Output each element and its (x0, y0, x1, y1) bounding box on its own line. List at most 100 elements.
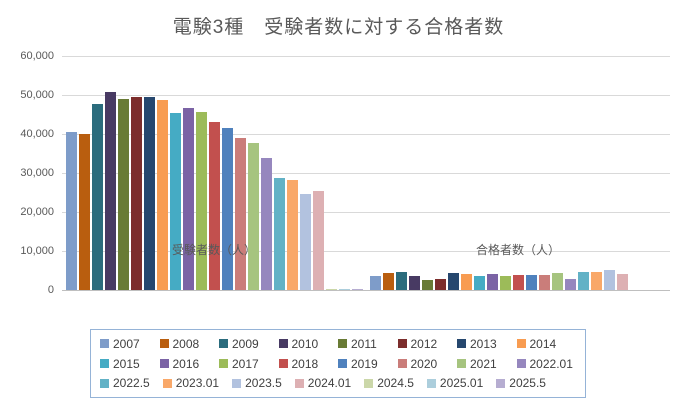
legend-label: 2022.5 (113, 376, 150, 391)
legend-label: 2021 (470, 356, 497, 371)
bar-2025.5 (351, 289, 363, 290)
bar-group-passers (366, 57, 670, 290)
bar-2024.01 (312, 191, 324, 290)
x-axis-label-passers: 合格者数（人） (475, 243, 560, 257)
legend-item-2025.01: 2025.01 (426, 376, 484, 391)
legend-item-2007: 2007 (100, 337, 160, 351)
legend-label: 2019 (351, 356, 378, 371)
legend-swatch-icon (278, 339, 288, 349)
bar-2024.01 (616, 274, 628, 290)
bar-2012 (434, 279, 446, 290)
bar-2023.01 (590, 272, 602, 290)
bar-2010 (408, 276, 420, 290)
bar-2016 (486, 274, 498, 290)
gridline (62, 173, 670, 174)
legend-swatch-icon (219, 359, 228, 368)
legend-item-2024.01: 2024.01 (294, 376, 351, 390)
legend-item-2012: 2012 (397, 336, 458, 351)
bar-2008 (78, 134, 90, 290)
legend-swatch-icon (159, 339, 169, 349)
bar-2020 (234, 138, 246, 290)
legend-label: 2023.01 (175, 376, 220, 391)
legend-label: 2025.5 (509, 376, 546, 391)
legend-label: 2023.5 (245, 376, 282, 391)
legend-label: 2010 (291, 336, 319, 351)
legend-swatch-icon (338, 339, 347, 349)
y-tick-label: 40,000 (20, 128, 54, 140)
legend-swatch-icon (364, 378, 374, 388)
bar-2012 (130, 97, 142, 290)
legend-swatch-icon (100, 339, 109, 349)
bar-2014 (156, 100, 168, 290)
bar-2023.5 (603, 270, 615, 290)
legend-swatch-icon (397, 339, 407, 349)
legend-label: 2014 (529, 336, 557, 351)
legend-swatch-icon (219, 339, 228, 349)
gridline (62, 56, 670, 57)
legend-label: 2011 (351, 336, 377, 351)
bar-2018 (512, 275, 524, 290)
legend-swatch-icon (457, 339, 466, 349)
bar-2007 (369, 276, 381, 290)
x-axis-line (62, 290, 670, 291)
legend-label: 2012 (410, 336, 438, 351)
legend-swatch-icon (457, 359, 466, 368)
y-axis-tick-labels: 0 10,000 20,000 30,000 40,000 50,000 60,000 (0, 50, 54, 296)
legend-swatch-icon (496, 378, 506, 388)
legend-label: 2016 (172, 356, 200, 371)
bar-2021 (551, 273, 563, 290)
bar-2007 (65, 132, 77, 290)
legend-label: 2009 (232, 336, 259, 351)
bar-group-examinees (62, 57, 366, 290)
legend: 2007 2008 2009 2010 2011 2012 2013 2014 2015 2016… (90, 329, 586, 398)
legend-item-2021: 2021 (457, 357, 517, 371)
bar-2022.01 (564, 279, 576, 290)
bar-2019 (525, 275, 537, 290)
bar-2015 (473, 276, 485, 290)
y-tick-label: 60,000 (20, 50, 54, 62)
legend-label: 2018 (291, 356, 319, 371)
legend-swatch-icon (426, 378, 436, 388)
gridline (62, 95, 670, 96)
bar-2022.01 (260, 158, 272, 290)
legend-row: 2015 2016 2017 2018 2019 2020 2021 2022.01 (91, 357, 585, 371)
legend-label: 2007 (113, 336, 140, 351)
legend-label: 2024.5 (377, 376, 414, 391)
legend-item-2019: 2019 (338, 357, 398, 371)
bar-2011 (421, 280, 433, 290)
legend-swatch-icon (338, 359, 347, 368)
bar-2016 (182, 108, 194, 290)
bar-2013 (143, 97, 155, 290)
y-tick-label: 20,000 (20, 206, 54, 218)
bar-2015 (169, 113, 181, 290)
legend-item-2008: 2008 (159, 337, 220, 351)
gridline (62, 251, 670, 252)
bar-2023.5 (299, 194, 311, 290)
legend-swatch-icon (294, 378, 304, 388)
bar-2011 (117, 99, 129, 290)
legend-swatch-icon (100, 359, 109, 368)
bar-2022.5 (273, 178, 285, 290)
legend-label: 2017 (232, 356, 259, 371)
legend-label: 2022.01 (529, 356, 573, 371)
legend-item-2011: 2011 (338, 337, 398, 351)
legend-row: 2007 2008 2009 2010 2011 2012 2013 2014 (91, 337, 585, 351)
legend-item-2022.01: 2022.01 (516, 356, 577, 371)
bar-2008 (382, 273, 394, 290)
y-tick-label: 30,000 (20, 167, 54, 179)
bar-2018 (208, 122, 220, 290)
legend-label: 2015 (113, 356, 140, 371)
legend-swatch-icon (278, 359, 288, 368)
plot-area (62, 56, 670, 291)
bar-2025.01 (338, 289, 350, 290)
legend-item-2020: 2020 (397, 357, 458, 371)
legend-row: 2022.5 2023.01 2023.5 2024.01 2024.5 2025.01 2… (91, 376, 585, 390)
bar-2017 (499, 276, 511, 290)
legend-item-2023.01: 2023.01 (162, 376, 220, 391)
legend-swatch-icon (232, 378, 242, 388)
legend-item-2025.5: 2025.5 (496, 376, 546, 390)
legend-swatch-icon (159, 359, 169, 368)
bar-2017 (195, 112, 207, 290)
legend-swatch-icon (516, 339, 526, 349)
legend-label: 2025.01 (439, 376, 484, 391)
